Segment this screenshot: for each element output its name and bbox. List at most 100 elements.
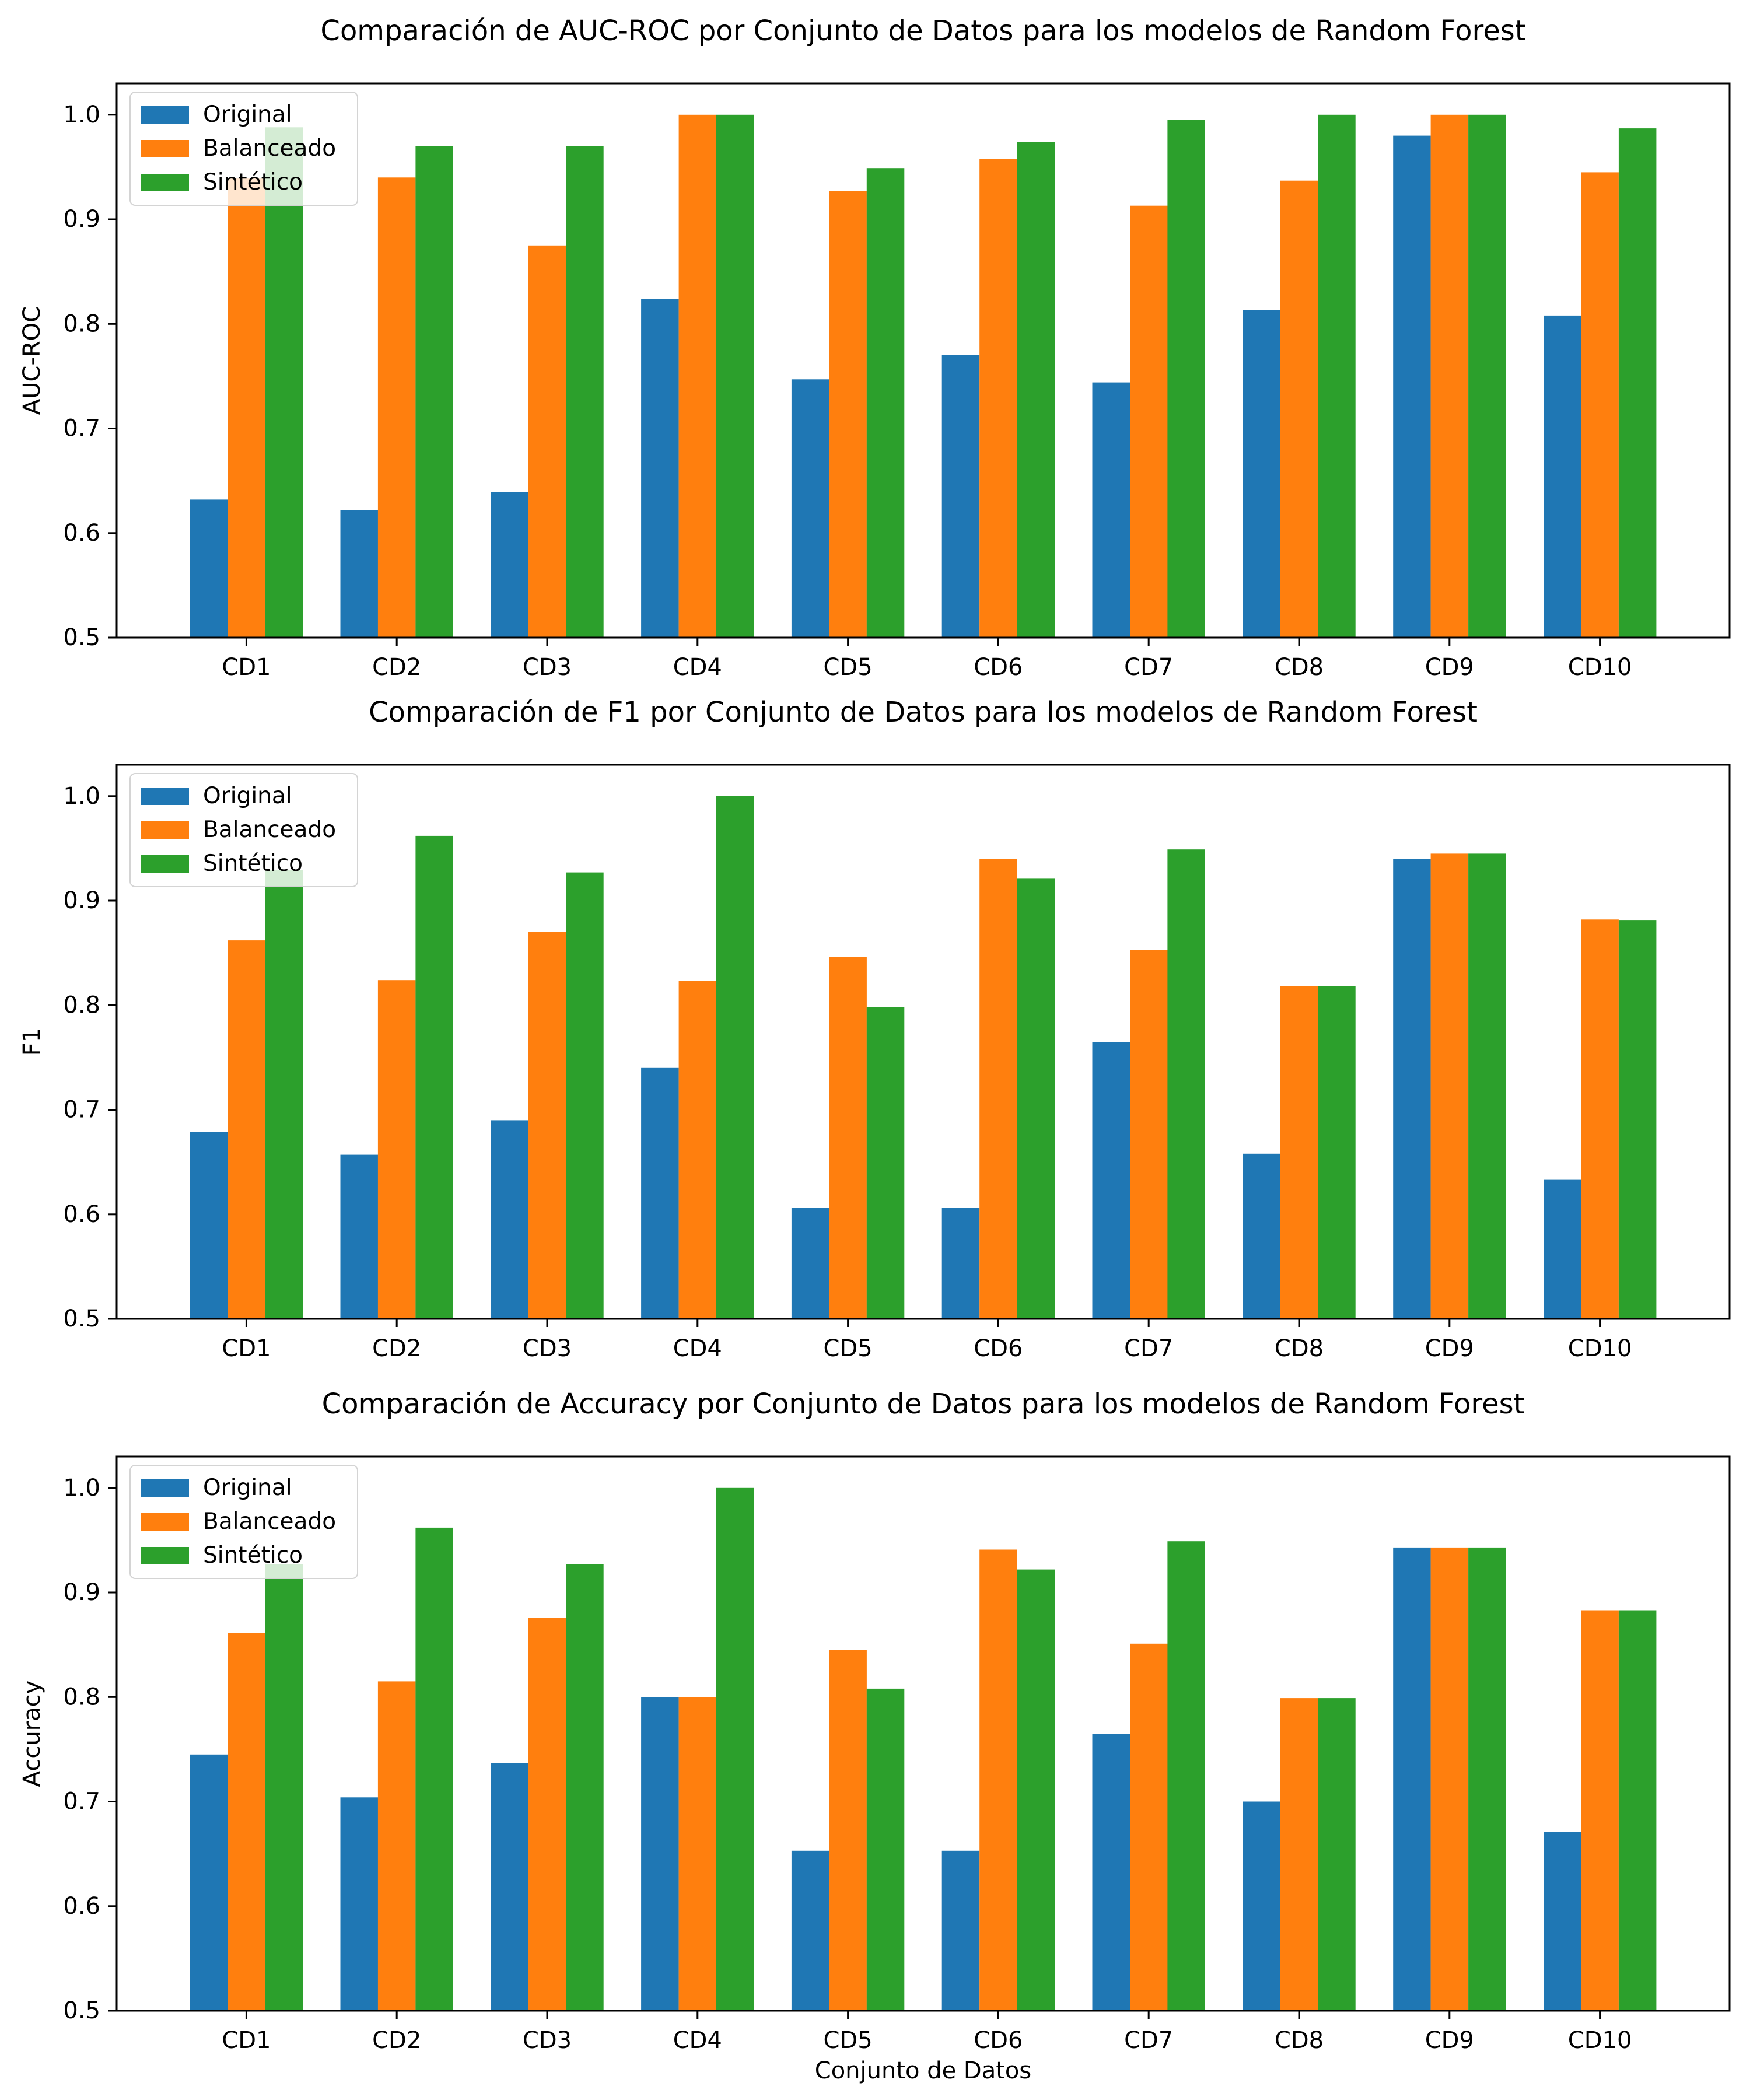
bar-CD5-Balanceado bbox=[829, 957, 867, 1319]
x-tick-label: CD2 bbox=[372, 1335, 421, 1362]
x-tick-label: CD8 bbox=[1275, 2027, 1324, 2054]
bar-CD4-Balanceado bbox=[678, 114, 717, 638]
y-tick-label: 0.8 bbox=[63, 992, 100, 1019]
bar-CD4-Original bbox=[641, 299, 679, 638]
legend-label-original: Original bbox=[203, 102, 292, 128]
legend-label-balanceado: Balanceado bbox=[203, 135, 337, 162]
plot-area-f1: 0.5 0.6 0.7 0.8 0.9 1.0 CD1 CD2 CD3 CD4 CD5 CD6 CD7 C… bbox=[63, 764, 1731, 1362]
x-tick-label: CD1 bbox=[222, 654, 271, 681]
x-tick-label: CD10 bbox=[1568, 654, 1632, 681]
x-tick-label: CD2 bbox=[372, 2027, 421, 2054]
bar-CD2-Original bbox=[340, 1797, 378, 2011]
bar-CD4-Sintético bbox=[716, 1488, 754, 2011]
legend-label-balanceado: Balanceado bbox=[203, 817, 337, 843]
x-tick-label: CD2 bbox=[372, 654, 421, 681]
x-tick-label: CD10 bbox=[1568, 1335, 1632, 1362]
bar-CD2-Balanceado bbox=[377, 177, 416, 638]
bar-CD6-Balanceado bbox=[979, 1549, 1017, 2011]
bar-CD4-Balanceado bbox=[678, 1697, 717, 2011]
legend: Original Balanceado Sintético bbox=[130, 773, 358, 887]
legend-swatch-balanceado bbox=[141, 1513, 189, 1531]
bar-CD2-Balanceado bbox=[377, 1681, 416, 2011]
bar-CD5-Balanceado bbox=[829, 1650, 867, 2011]
y-tick-label: 0.8 bbox=[63, 1684, 100, 1710]
bar-CD2-Original bbox=[340, 510, 378, 638]
legend-item-original: Original bbox=[141, 102, 346, 128]
chart-title-accuracy: Comparación de Accuracy por Conjunto de … bbox=[321, 1388, 1525, 1420]
bar-CD4-Sintético bbox=[716, 796, 754, 1319]
bar-CD4-Original bbox=[641, 1697, 679, 2011]
bar-CD1-Sintético bbox=[265, 870, 303, 1319]
bar-CD6-Balanceado bbox=[979, 159, 1017, 638]
bar-CD5-Original bbox=[791, 1208, 830, 1319]
bar-CD10-Original bbox=[1544, 315, 1581, 638]
bar-CD3-Original bbox=[491, 492, 528, 638]
x-tick-label: CD3 bbox=[523, 1335, 572, 1362]
y-tick-label: 0.9 bbox=[63, 1579, 100, 1606]
bar-CD10-Sintético bbox=[1618, 128, 1657, 638]
y-tick-label: 0.9 bbox=[63, 887, 100, 914]
bar-CD10-Sintético bbox=[1618, 921, 1657, 1319]
bar-CD5-Original bbox=[791, 379, 830, 638]
bar-CD7-Sintético bbox=[1167, 120, 1205, 638]
bar-CD9-Balanceado bbox=[1430, 853, 1469, 1319]
y-tick-label: 0.6 bbox=[63, 1893, 100, 1920]
bar-CD7-Original bbox=[1092, 1042, 1130, 1319]
bar-CD8-Original bbox=[1242, 310, 1280, 638]
x-tick-label: CD6 bbox=[974, 1335, 1023, 1362]
legend-swatch-original bbox=[141, 106, 189, 124]
y-tick-label: 0.8 bbox=[63, 310, 100, 337]
bar-CD9-Balanceado bbox=[1430, 114, 1469, 638]
legend-item-sintetico: Sintético bbox=[141, 1543, 346, 1569]
bar-CD10-Sintético bbox=[1618, 1610, 1657, 2011]
legend-item-balanceado: Balanceado bbox=[141, 817, 346, 843]
bar-CD10-Original bbox=[1544, 1832, 1581, 2011]
bar-CD1-Balanceado bbox=[228, 178, 265, 638]
bar-CD3-Balanceado bbox=[528, 1618, 566, 2011]
bar-CD10-Original bbox=[1544, 1180, 1581, 1319]
y-tick-label: 0.9 bbox=[63, 206, 100, 233]
x-tick-label: CD1 bbox=[222, 1335, 271, 1362]
bar-CD3-Balanceado bbox=[528, 932, 566, 1319]
bar-CD3-Original bbox=[491, 1763, 528, 2011]
bar-CD2-Sintético bbox=[415, 835, 453, 1319]
legend-swatch-original bbox=[141, 788, 189, 805]
bar-CD8-Sintético bbox=[1318, 114, 1356, 638]
bar-CD9-Sintético bbox=[1468, 114, 1506, 638]
legend-label-sintetico: Sintético bbox=[203, 1542, 303, 1569]
bar-CD7-Sintético bbox=[1167, 849, 1205, 1319]
bar-CD8-Sintético bbox=[1318, 1698, 1356, 2011]
y-tick-label: 0.7 bbox=[63, 1097, 100, 1124]
x-tick-label: CD5 bbox=[824, 2027, 873, 2054]
bar-CD5-Sintético bbox=[866, 1007, 905, 1319]
bar-CD7-Original bbox=[1092, 382, 1130, 638]
bar-CD8-Balanceado bbox=[1280, 1698, 1318, 2011]
y-tick-label: 1.0 bbox=[63, 102, 100, 128]
plot-area-accuracy: 0.5 0.6 0.7 0.8 0.9 1.0 CD1 CD2 CD3 CD4 CD5 CD6 CD7 C… bbox=[63, 1455, 1731, 2054]
x-tick-label: CD4 bbox=[673, 654, 722, 681]
plot-area-auc-roc: 0.5 0.6 0.7 0.8 0.9 1.0 CD1 CD2 CD3 CD4 CD5 CD6 CD7 C… bbox=[63, 82, 1731, 681]
legend-swatch-balanceado bbox=[141, 140, 189, 158]
bar-CD5-Original bbox=[791, 1850, 830, 2011]
bar-CD4-Original bbox=[641, 1068, 679, 1319]
legend-item-balanceado: Balanceado bbox=[141, 1509, 346, 1535]
legend-swatch-sintetico bbox=[141, 855, 189, 873]
bar-CD9-Original bbox=[1393, 135, 1431, 638]
legend-item-balanceado: Balanceado bbox=[141, 136, 346, 162]
plot-spines bbox=[116, 1455, 1731, 2012]
x-axis-label: Conjunto de Datos bbox=[814, 2057, 1032, 2084]
legend-item-sintetico: Sintético bbox=[141, 170, 346, 195]
bar-CD6-Original bbox=[942, 1208, 980, 1319]
bar-CD1-Balanceado bbox=[228, 1633, 265, 2011]
bar-CD9-Balanceado bbox=[1430, 1547, 1469, 2011]
bar-CD7-Original bbox=[1092, 1734, 1130, 2011]
y-tick-label: 1.0 bbox=[63, 783, 100, 810]
bar-CD8-Original bbox=[1242, 1153, 1280, 1319]
bar-CD3-Original bbox=[491, 1120, 528, 1319]
bar-CD9-Sintético bbox=[1468, 1547, 1506, 2011]
legend: Original Balanceado Sintético bbox=[130, 92, 358, 206]
bar-CD6-Sintético bbox=[1017, 142, 1055, 638]
plot-spines bbox=[116, 764, 1731, 1320]
bar-CD3-Sintético bbox=[566, 1564, 604, 2011]
x-tick-label: CD6 bbox=[974, 2027, 1023, 2054]
